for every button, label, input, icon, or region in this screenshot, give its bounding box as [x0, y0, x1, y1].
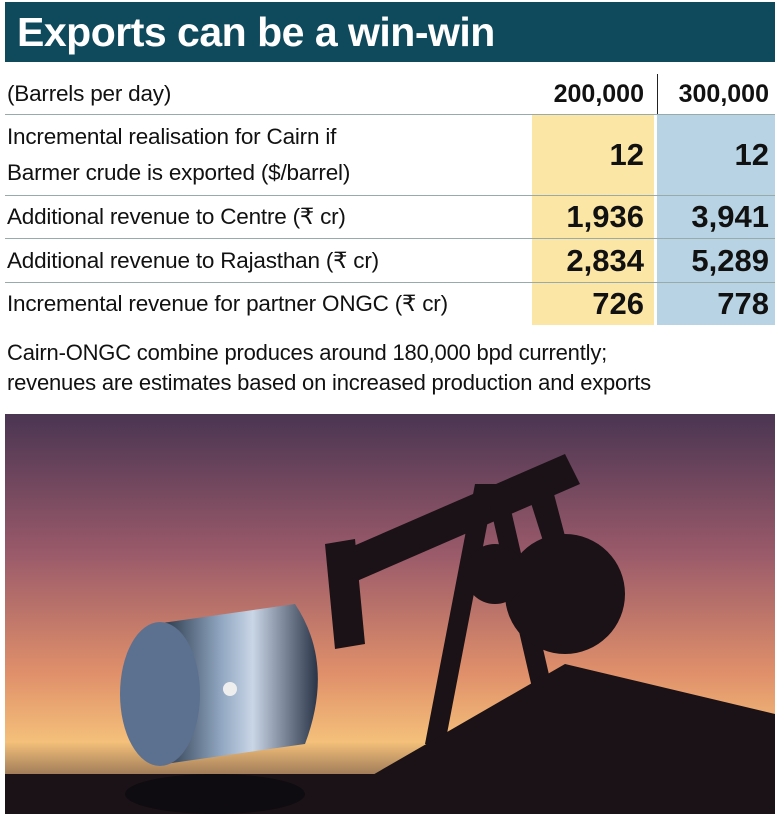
table-row: Incremental revenue for partner ONGC (₹ …	[5, 283, 775, 325]
row-value: 2,834	[532, 239, 654, 282]
row-value: 3,941	[657, 196, 775, 238]
header-label: (Barrels per day)	[7, 81, 172, 106]
row-label: Incremental revenue for partner ONGC (₹ …	[7, 291, 448, 316]
row-value: 12	[532, 115, 654, 195]
header-col: 300,000	[657, 74, 775, 114]
header-row: (Barrels per day) 200,000 300,000	[5, 74, 775, 115]
row-value: 726	[532, 283, 654, 325]
table-row: Incremental realisation for Cairn if Bar…	[5, 115, 775, 196]
table-row: Additional revenue to Rajasthan (₹ cr) 2…	[5, 239, 775, 283]
footnote: Cairn-ONGC combine produces around 180,0…	[7, 340, 651, 395]
row-value: 778	[657, 283, 775, 325]
barrel	[120, 604, 318, 814]
title-bar: Exports can be a win-win	[5, 2, 775, 62]
oil-photo	[5, 414, 775, 814]
row-label: Additional revenue to Centre (₹ cr)	[7, 204, 346, 229]
row-value: 1,936	[532, 196, 654, 238]
row-label: Additional revenue to Rajasthan (₹ cr)	[7, 247, 379, 273]
table-row: Additional revenue to Centre (₹ cr) 1,93…	[5, 196, 775, 239]
row-label: Incremental realisation for Cairn if Bar…	[7, 124, 351, 185]
row-value: 12	[657, 115, 775, 195]
header-col: 200,000	[532, 74, 654, 114]
row-value: 5,289	[657, 239, 775, 282]
